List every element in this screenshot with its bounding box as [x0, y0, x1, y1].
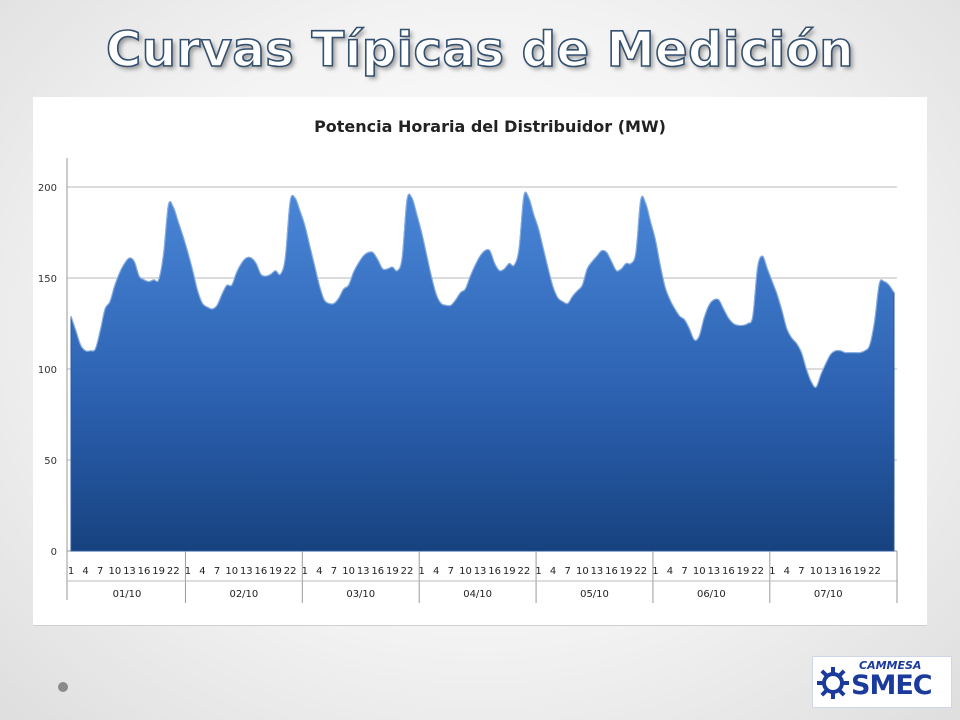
- x-day-label: 04/10: [463, 589, 492, 600]
- x-hour-label: 19: [854, 566, 867, 577]
- x-hour-label: 16: [371, 566, 384, 577]
- x-hour-label: 16: [722, 566, 735, 577]
- x-hour-label: 19: [620, 566, 633, 577]
- x-hour-label: 7: [681, 566, 687, 577]
- x-hour-label: 10: [810, 566, 823, 577]
- chart-title: Potencia Horaria del Distribuidor (MW): [314, 117, 666, 136]
- x-hour-label: 19: [386, 566, 399, 577]
- x-hour-label: 13: [591, 566, 604, 577]
- x-hour-label: 22: [868, 566, 881, 577]
- x-hour-label: 4: [199, 566, 205, 577]
- x-hour-label: 22: [167, 566, 180, 577]
- x-hour-label: 7: [214, 566, 220, 577]
- x-hour-label: 1: [68, 566, 74, 577]
- x-day-label: 06/10: [697, 589, 726, 600]
- gear-icon: [817, 667, 849, 699]
- x-hour-label: 7: [798, 566, 804, 577]
- x-day-label: 03/10: [346, 589, 375, 600]
- y-tick-label: 50: [44, 456, 57, 467]
- x-hour-label: 19: [152, 566, 165, 577]
- slide-title: Curvas Típicas de Medición: [105, 21, 854, 79]
- x-hour-label: 10: [576, 566, 589, 577]
- x-hour-label: 1: [302, 566, 308, 577]
- x-hour-label: 16: [138, 566, 151, 577]
- x-hour-label: 19: [503, 566, 516, 577]
- area-layer: [70, 191, 895, 552]
- x-hour-label: 22: [634, 566, 647, 577]
- x-hour-label: 22: [518, 566, 531, 577]
- x-day-label: 02/10: [229, 589, 258, 600]
- x-hour-label: 10: [342, 566, 355, 577]
- x-hour-label: 10: [693, 566, 706, 577]
- y-tick-label: 150: [38, 274, 57, 285]
- x-hour-label: 7: [97, 566, 103, 577]
- logo-top-text: CAMMESA: [859, 659, 922, 672]
- x-day-label: 07/10: [814, 589, 843, 600]
- x-hour-label: 22: [284, 566, 297, 577]
- bullet-dot: [58, 682, 68, 692]
- power-area-series: [70, 191, 895, 552]
- x-hour-label: 22: [751, 566, 764, 577]
- x-hour-label: 7: [331, 566, 337, 577]
- x-hour-label: 10: [459, 566, 472, 577]
- x-hour-label: 7: [448, 566, 454, 577]
- x-hour-label: 16: [605, 566, 618, 577]
- x-hour-label: 7: [565, 566, 571, 577]
- x-hour-label: 4: [316, 566, 322, 577]
- x-day-label: 05/10: [580, 589, 609, 600]
- logo-main-text: SMEC: [851, 670, 933, 701]
- x-hour-label: 13: [123, 566, 136, 577]
- x-hour-label: 16: [839, 566, 852, 577]
- x-hour-label: 13: [240, 566, 253, 577]
- x-hour-label: 1: [535, 566, 541, 577]
- x-hour-label: 4: [667, 566, 673, 577]
- x-hour-label: 1: [652, 566, 658, 577]
- x-hour-label: 13: [357, 566, 370, 577]
- x-hour-label: 16: [255, 566, 268, 577]
- x-hour-label: 16: [488, 566, 501, 577]
- x-hour-label: 13: [707, 566, 720, 577]
- x-day-label: 01/10: [113, 589, 142, 600]
- x-hour-label: 10: [225, 566, 238, 577]
- cammesa-smec-logo: CAMMESA SMEC: [812, 656, 952, 708]
- x-hour-label: 19: [737, 566, 750, 577]
- y-tick-label: 200: [38, 183, 57, 194]
- area-top-edge: [70, 191, 895, 389]
- x-hour-label: 4: [550, 566, 556, 577]
- x-hour-label: 1: [185, 566, 191, 577]
- x-hour-label: 10: [108, 566, 121, 577]
- x-hour-label: 13: [824, 566, 837, 577]
- x-hour-label: 22: [401, 566, 414, 577]
- y-tick-label: 100: [38, 365, 57, 376]
- x-hour-label: 1: [418, 566, 424, 577]
- x-hour-label: 13: [474, 566, 487, 577]
- y-tick-label: 0: [51, 547, 57, 558]
- x-hour-label: 4: [82, 566, 88, 577]
- x-hour-label: 4: [784, 566, 790, 577]
- x-hour-label: 1: [769, 566, 775, 577]
- x-hour-label: 19: [269, 566, 282, 577]
- x-hour-label: 4: [433, 566, 439, 577]
